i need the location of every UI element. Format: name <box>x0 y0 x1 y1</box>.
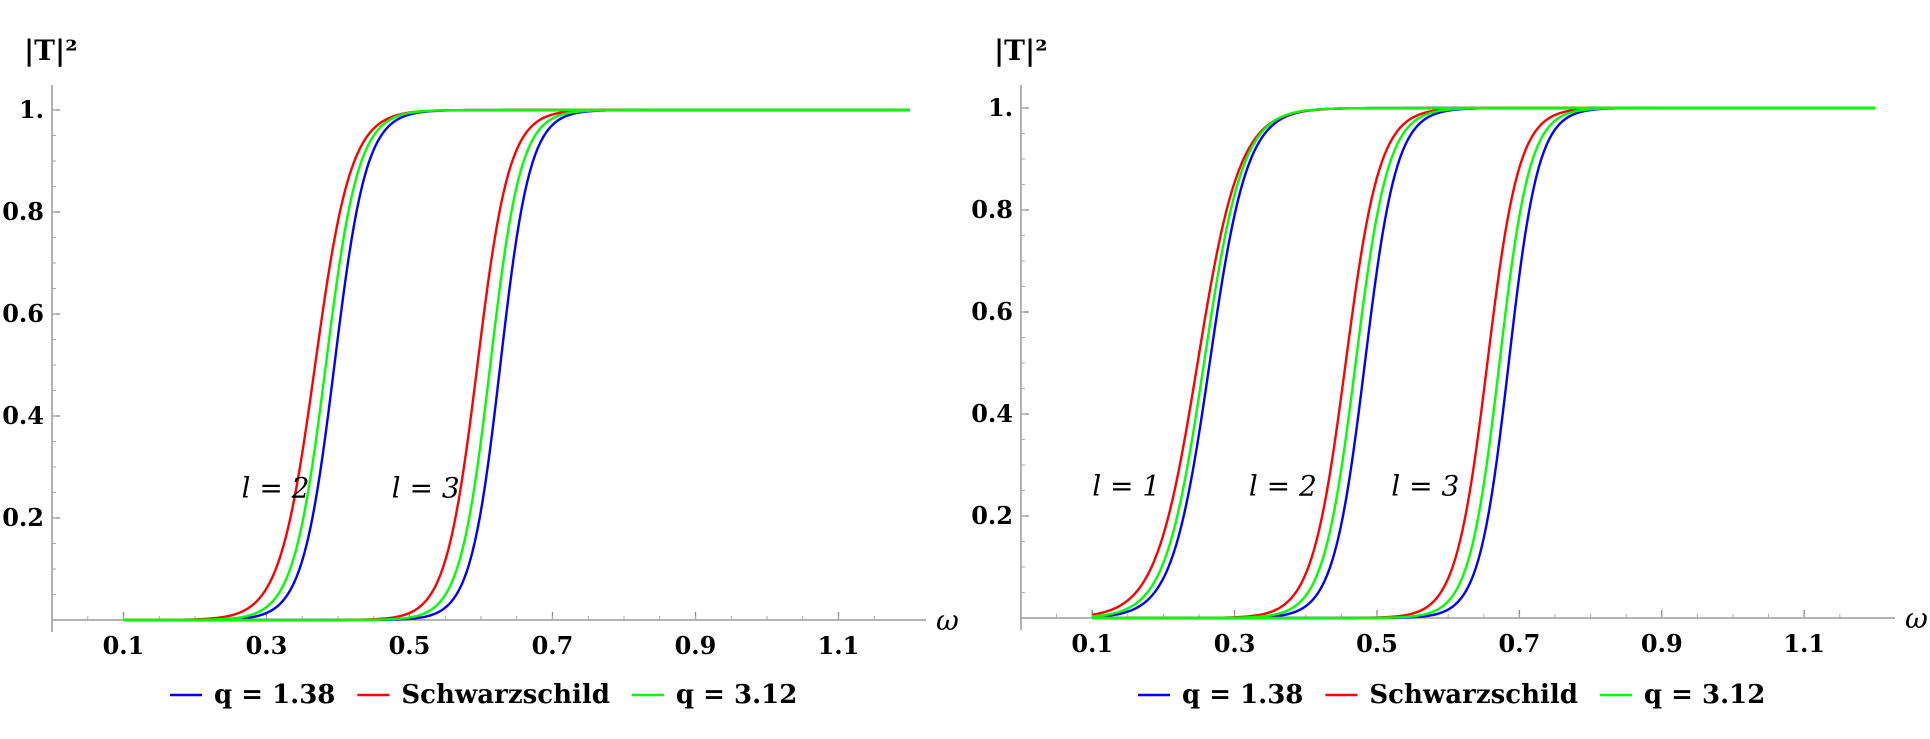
legend-entry: q = 3.12 <box>676 680 797 710</box>
x-tick-label: 0.3 <box>1214 629 1256 658</box>
x-tick-label: 0.9 <box>675 631 717 660</box>
legend-entry: Schwarzschild <box>401 680 610 710</box>
y-tick-label: 0.6 <box>971 297 1013 326</box>
x-tick-label: 1.1 <box>818 631 860 660</box>
x-tick-label: 0.3 <box>246 631 288 660</box>
legend-entry: q = 3.12 <box>1644 680 1765 710</box>
x-tick-label: 0.5 <box>389 631 431 660</box>
y-tick-label: 0.2 <box>971 501 1013 530</box>
x-axis-label: ω <box>1905 602 1928 635</box>
y-tick-label: 0.4 <box>2 401 44 430</box>
curve-label: l = 1 <box>1092 470 1160 503</box>
chart-panel-2: 0.1 0.3 0.5 0.7 0.9 1.1 0.2 0.4 0.6 0.8 1. |T|² ω l =… <box>971 34 1928 710</box>
legend: q = 1.38 Schwarzschild q = 3.12 <box>1138 680 1765 710</box>
x-tick-label: 0.7 <box>532 631 574 660</box>
series-curve-l3 <box>123 108 910 622</box>
y-tick-label: 1. <box>19 95 44 124</box>
y-axis-label: |T|² <box>24 34 77 67</box>
y-tick-label: 0.4 <box>971 399 1013 428</box>
x-tick-label: 0.7 <box>1499 629 1541 658</box>
x-tick-label: 1.1 <box>1783 629 1825 658</box>
y-axis-label: |T|² <box>994 34 1047 67</box>
y-tick-label: 0.2 <box>2 503 44 532</box>
legend-entry: Schwarzschild <box>1369 680 1578 710</box>
y-tick-label: 1. <box>988 93 1013 122</box>
curve-label: l = 3 <box>1391 470 1459 503</box>
curve-label: l = 3 <box>392 472 460 505</box>
legend: q = 1.38 Schwarzschild q = 3.12 <box>170 680 797 710</box>
y-tick-label: 0.6 <box>2 299 44 328</box>
curve-label: l = 2 <box>1249 470 1317 503</box>
x-tick-label: 0.1 <box>103 631 145 660</box>
chart-panel-1: 0.1 0.3 0.5 0.7 0.9 1.1 0.2 0.4 0.6 0.8 1. |T|² ω l =… <box>2 34 959 710</box>
y-tick-label: 0.8 <box>2 197 44 226</box>
curve-label: l = 2 <box>241 472 309 505</box>
x-tick-label: 0.9 <box>1641 629 1683 658</box>
series-curve-l3 <box>1092 106 1876 620</box>
legend-entry: q = 1.38 <box>1182 680 1303 710</box>
x-axis-label: ω <box>936 604 959 637</box>
x-tick-label: 0.1 <box>1071 629 1113 658</box>
y-tick-label: 0.8 <box>971 195 1013 224</box>
legend-entry: q = 1.38 <box>214 680 335 710</box>
x-tick-label: 0.5 <box>1356 629 1398 658</box>
